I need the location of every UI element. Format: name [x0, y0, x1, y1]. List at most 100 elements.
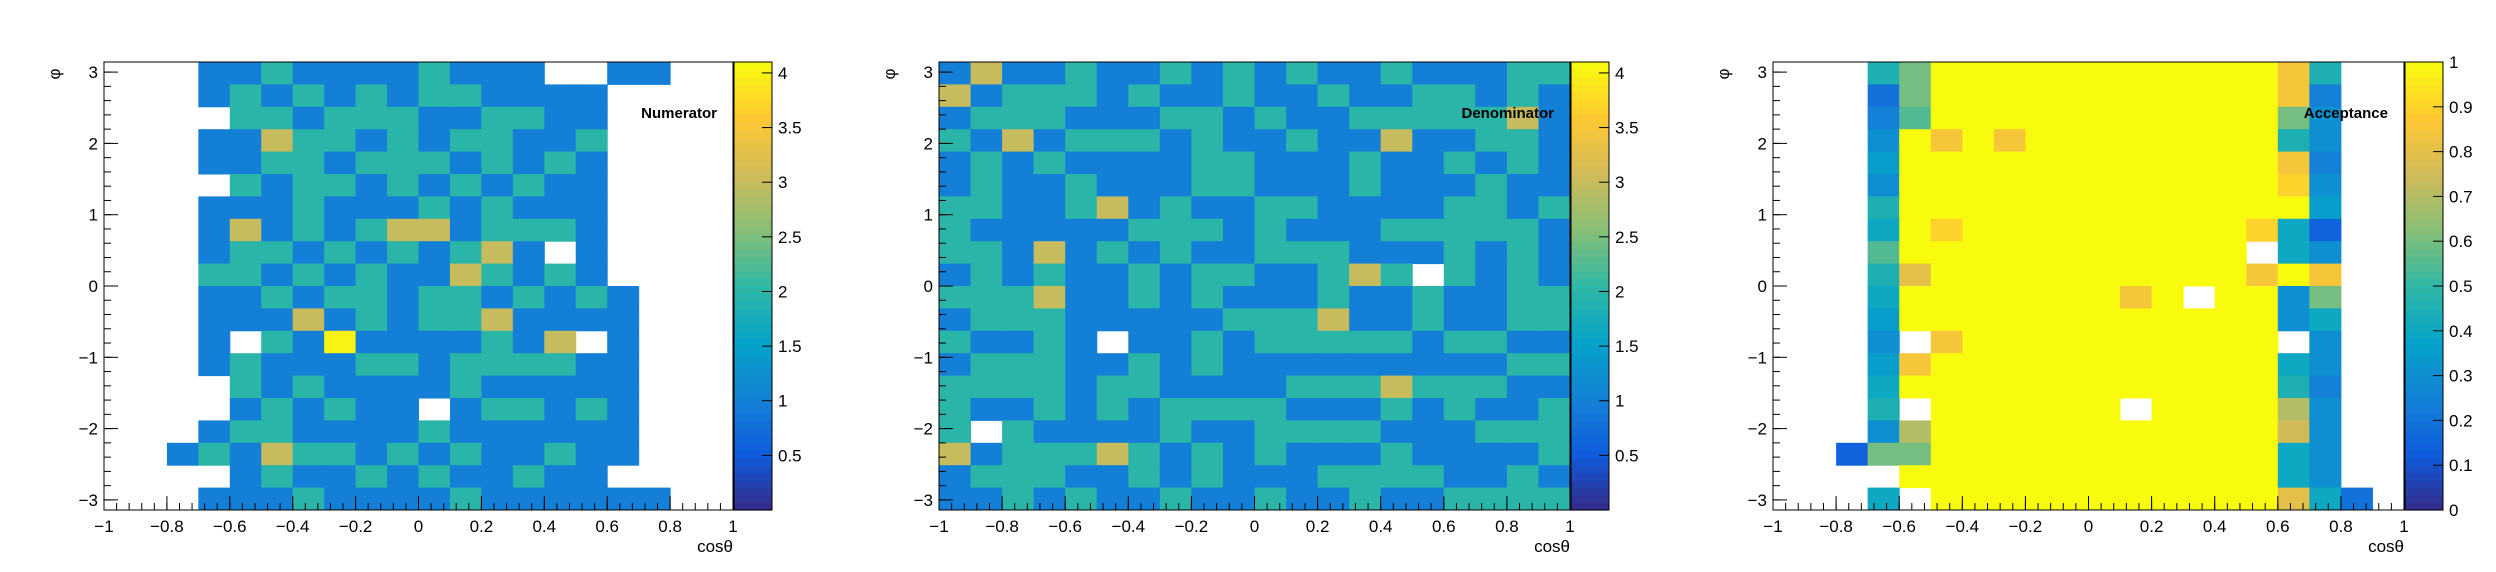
heatmap-cell — [292, 174, 325, 197]
heatmap-cell — [1254, 62, 1287, 85]
heatmap-cell — [229, 465, 262, 489]
heatmap-cell — [2025, 353, 2058, 377]
heatmap-cell — [1317, 196, 1350, 220]
heatmap-cell — [2277, 465, 2310, 489]
heatmap-cell — [1506, 420, 1539, 444]
heatmap-cell — [292, 308, 325, 332]
heatmap-cell — [1002, 174, 1035, 197]
heatmap-cell — [2056, 465, 2089, 489]
heatmap-cell — [355, 106, 388, 130]
heatmap-cell — [2056, 106, 2089, 130]
heatmap-cell — [1065, 62, 1098, 85]
heatmap-cell — [418, 129, 451, 153]
heatmap-cell — [418, 308, 451, 332]
heatmap-cell — [512, 263, 545, 287]
y-tick-label: 0 — [1758, 277, 1767, 296]
heatmap-cell — [544, 375, 577, 399]
y-tick-label: −3 — [79, 491, 98, 510]
heatmap-cell — [1899, 62, 1932, 85]
heatmap-cell — [324, 487, 357, 511]
heatmap-cell — [1191, 420, 1224, 444]
heatmap-cell — [544, 174, 577, 197]
colorbar-segment — [1571, 390, 1609, 399]
heatmap-cell — [1065, 263, 1098, 287]
heatmap-cell — [1128, 330, 1161, 354]
heatmap-cell — [1538, 196, 1571, 220]
chart-title: Denominator — [1461, 105, 1554, 122]
heatmap-cell — [1349, 286, 1382, 309]
heatmap-cell — [292, 420, 325, 444]
heatmap-cell — [1538, 375, 1571, 399]
colorbar-tick-label: 0.5 — [2449, 277, 2473, 296]
colorbar-segment — [1571, 495, 1609, 504]
heatmap-cell — [2151, 263, 2184, 287]
heatmap-cell — [1475, 218, 1508, 242]
heatmap-cell — [2120, 420, 2153, 444]
heatmap-cell — [1033, 241, 1066, 265]
colorbar-tick-label: 0.2 — [2449, 411, 2473, 430]
heatmap-cell — [261, 286, 294, 309]
heatmap-cell — [1128, 442, 1161, 466]
heatmap-cell — [1159, 241, 1192, 265]
heatmap-cell — [2309, 62, 2342, 85]
heatmap-cell — [1128, 129, 1161, 153]
heatmap-cell — [229, 263, 262, 287]
heatmap-cell — [324, 151, 357, 175]
heatmap-cell — [1065, 129, 1098, 153]
heatmap-cell — [324, 375, 357, 399]
heatmap-cell — [1222, 218, 1255, 242]
heatmap-cell — [2183, 106, 2216, 130]
x-tick-label: −0.8 — [985, 517, 1019, 536]
heatmap-cell — [1096, 465, 1129, 489]
heatmap-cell — [2025, 106, 2058, 130]
colorbar-tick-label: 0.5 — [778, 446, 802, 465]
heatmap-cell — [1538, 151, 1571, 175]
heatmap-cell — [1867, 487, 1900, 511]
heatmap-cell — [1191, 62, 1224, 85]
heatmap-cell — [1317, 286, 1350, 309]
heatmap-cell — [2309, 174, 2342, 197]
y-tick-label: −3 — [1748, 491, 1767, 510]
colorbar-segment — [2405, 203, 2443, 212]
heatmap-cell — [1254, 286, 1287, 309]
colorbar-segment — [734, 427, 772, 436]
colorbar-segment — [1571, 129, 1609, 138]
colorbar-tick-label: 0.3 — [2449, 367, 2473, 386]
heatmap-cell — [1159, 84, 1192, 108]
heatmap-cell — [292, 129, 325, 153]
colorbar-segment — [2405, 472, 2443, 481]
heatmap-cell — [229, 308, 262, 332]
heatmap-cell — [1254, 375, 1287, 399]
heatmap-cell — [2120, 196, 2153, 220]
heatmap-cell — [2246, 398, 2279, 421]
heatmap-cell — [1899, 375, 1932, 399]
heatmap-cell — [1993, 62, 2026, 85]
heatmap-cell — [292, 487, 325, 511]
heatmap-cell — [387, 196, 419, 220]
heatmap-cell — [1159, 420, 1192, 444]
heatmap-cell — [2056, 308, 2089, 332]
heatmap-cell — [2120, 106, 2153, 130]
heatmap-cell — [512, 241, 545, 265]
heatmap-cell — [2151, 330, 2184, 354]
heatmap-cell — [970, 106, 1003, 130]
colorbar-segment — [1571, 181, 1609, 190]
heatmap-cell — [1443, 84, 1476, 108]
heatmap-cell — [1930, 420, 1963, 444]
heatmap-cell — [1159, 465, 1192, 489]
heatmap-cell — [1443, 487, 1476, 511]
x-tick-label: 0.8 — [658, 517, 682, 536]
heatmap-cell — [292, 442, 325, 466]
heatmap-cell — [1096, 84, 1129, 108]
colorbar-segment — [734, 181, 772, 190]
heatmap-cell — [1443, 241, 1476, 265]
heatmap-cell — [1349, 129, 1382, 153]
panel-acceptance: −1 −0.8 −0.6 −0.4 −0.2 0 0.2 0.4 0.6 0.8 1 −3 −2 −1 0 1… — [1714, 53, 2473, 556]
heatmap-cell — [2151, 487, 2184, 511]
heatmap-cell — [1993, 263, 2026, 287]
heatmap-cell — [2056, 375, 2089, 399]
colorbar-segment — [1571, 427, 1609, 436]
colorbar-segment — [2405, 211, 2443, 220]
heatmap-cell — [2246, 174, 2279, 197]
